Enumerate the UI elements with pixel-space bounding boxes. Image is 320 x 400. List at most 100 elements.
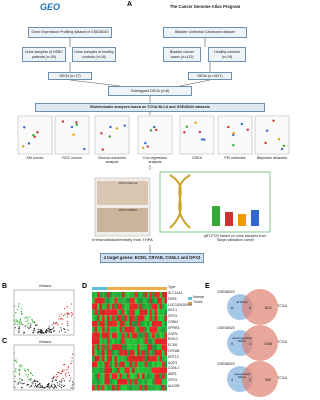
heat-cell xyxy=(137,309,140,316)
heat-cell xyxy=(129,355,132,362)
heat-cell xyxy=(117,338,120,345)
volcano-point xyxy=(18,321,20,324)
gene-label: AQP3 xyxy=(168,360,178,365)
heat-cell xyxy=(132,297,135,304)
heat-cell xyxy=(112,344,115,350)
heat-cell xyxy=(119,297,122,304)
volcano-point xyxy=(45,331,47,333)
volcano-point xyxy=(27,384,30,386)
venn-count: 4 xyxy=(231,378,233,382)
gene-label: CNFN xyxy=(168,331,178,336)
heat-cell xyxy=(92,344,95,350)
volcano-point xyxy=(62,314,65,317)
heat-cell xyxy=(129,321,132,327)
heat-cell xyxy=(144,344,147,350)
volcano-point xyxy=(31,381,33,384)
legend-swatch xyxy=(188,297,192,300)
heat-cell xyxy=(109,350,112,356)
volcano-point xyxy=(20,323,22,325)
heat-cell xyxy=(162,373,165,379)
heat-cell xyxy=(104,332,107,339)
heat-cell xyxy=(139,338,142,345)
heat-cell xyxy=(102,338,105,345)
thumb-mark xyxy=(282,144,286,148)
volcano-point xyxy=(16,321,18,323)
thumb-mark xyxy=(36,131,39,134)
volcano-point xyxy=(18,369,20,371)
heat-cell xyxy=(102,321,105,327)
heat-cell xyxy=(117,326,120,333)
volcano-point xyxy=(71,357,73,359)
volcano-point xyxy=(27,326,29,328)
volcano-point xyxy=(20,364,22,366)
venn-count: 4 xyxy=(249,342,251,346)
heat-cell xyxy=(164,373,167,379)
volcano-point xyxy=(54,379,56,381)
volcano-point xyxy=(18,323,20,325)
volcano-point xyxy=(42,387,44,389)
heat-cell xyxy=(159,355,162,362)
heat-cell xyxy=(139,373,142,379)
heat-cell xyxy=(159,332,162,339)
volcano-point xyxy=(21,379,24,381)
volcano-point xyxy=(70,362,72,365)
heat-cell xyxy=(147,338,150,345)
pcr-bar xyxy=(212,206,220,226)
heat-cell xyxy=(124,315,127,321)
heat-cell xyxy=(99,326,102,333)
volcano-point xyxy=(60,327,62,329)
volcano-point xyxy=(27,368,29,371)
volcano-point xyxy=(50,386,52,388)
heat-cell xyxy=(159,338,162,345)
volcano-point xyxy=(14,321,16,323)
volcano-point xyxy=(68,375,71,377)
heat-cell xyxy=(147,367,150,374)
heat-cell xyxy=(117,344,120,350)
heat-cell xyxy=(159,384,162,391)
heat-cell xyxy=(107,379,110,385)
heat-cell xyxy=(132,373,135,379)
volcano-point xyxy=(67,366,69,368)
heat-cell xyxy=(149,355,152,362)
thumb-mark xyxy=(265,129,269,132)
volcano-point xyxy=(45,332,48,334)
ihc-nmibc xyxy=(97,208,148,232)
heat-cell xyxy=(99,338,102,345)
volcano-point xyxy=(19,366,21,368)
heat-cell xyxy=(92,332,95,339)
volcano-point xyxy=(27,376,29,378)
volcano-point xyxy=(37,380,39,383)
volcano-point xyxy=(30,378,32,380)
volcano-point xyxy=(27,322,30,324)
heat-cell xyxy=(129,332,132,339)
volcano-point xyxy=(38,386,40,388)
heat-cell xyxy=(92,292,95,298)
volcano-point xyxy=(34,380,36,382)
volcano-point xyxy=(33,328,35,330)
heat-cell xyxy=(134,315,137,321)
heat-cell xyxy=(132,384,135,391)
volcano-point xyxy=(29,379,32,381)
heat-cell xyxy=(152,361,155,368)
volcano-point xyxy=(18,328,20,330)
volcano-point xyxy=(58,315,60,317)
volcano-point xyxy=(37,328,39,331)
heat-cell xyxy=(109,384,112,391)
heat-cell xyxy=(104,309,107,316)
heat-cell xyxy=(92,379,95,385)
heat-cell xyxy=(134,379,137,385)
panel-label: A xyxy=(127,1,133,8)
heat-cell xyxy=(147,361,150,368)
heat-cell xyxy=(154,309,157,316)
heat-cell xyxy=(94,315,97,321)
volcano-point xyxy=(46,383,49,386)
thumb-mark xyxy=(83,147,86,151)
heat-cell xyxy=(152,309,155,316)
volcano-point xyxy=(64,313,66,315)
heat-cell xyxy=(157,321,160,327)
heat-cell xyxy=(157,303,160,310)
heat-cell xyxy=(107,338,110,345)
thumb-mark xyxy=(232,131,235,135)
volcano-point xyxy=(53,322,55,324)
volcano-point xyxy=(15,359,17,361)
